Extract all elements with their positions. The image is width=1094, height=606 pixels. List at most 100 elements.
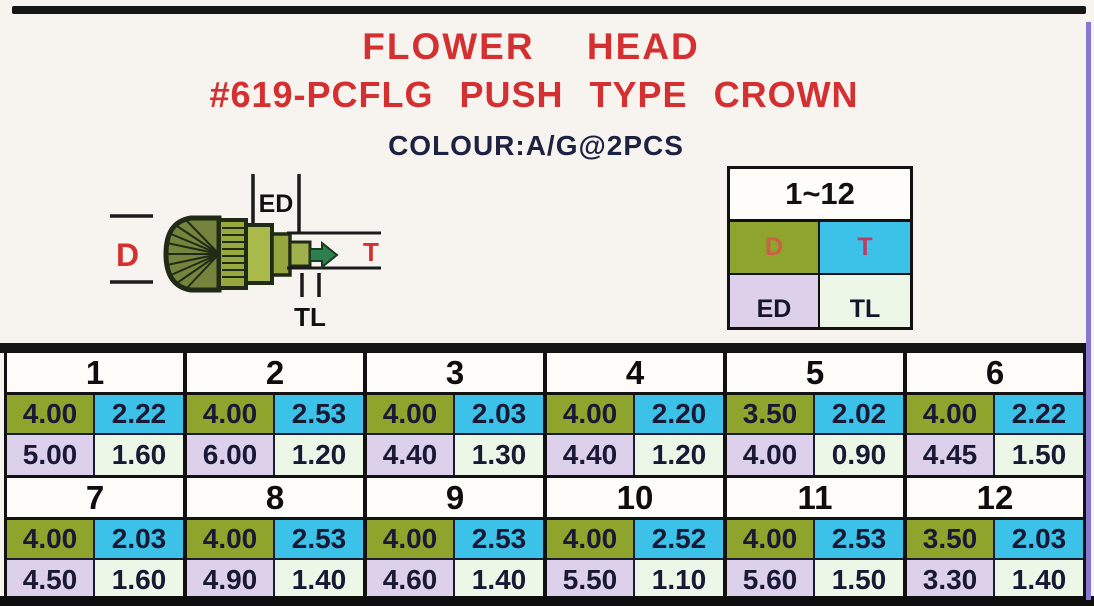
value-t-10: 2.52 xyxy=(635,520,723,560)
value-ed-3: 4.40 xyxy=(367,435,455,475)
size-values: 4.00 2.22 4.45 1.50 xyxy=(907,395,1083,475)
legend-cell-ed: ED xyxy=(730,274,820,327)
value-tl-3: 1.30 xyxy=(455,435,543,475)
value-d-4: 4.00 xyxy=(547,395,635,435)
size-group-8: 8 4.00 2.53 4.90 1.40 xyxy=(187,478,367,600)
tl-dimension-lines xyxy=(300,273,321,297)
table-band: 1 4.00 2.22 5.00 1.60 2 4.00 2.53 6.00 1.20 3 4.00 2… xyxy=(4,353,1087,475)
colour-note: COLOUR:A/G@2PCS xyxy=(388,130,684,161)
value-ed-6: 4.45 xyxy=(907,435,995,475)
value-d-9: 4.00 xyxy=(367,520,455,560)
size-number-2: 2 xyxy=(187,353,363,395)
value-tl-11: 1.50 xyxy=(815,560,903,600)
separator-rule xyxy=(0,343,1088,353)
size-group-7: 7 4.00 2.03 4.50 1.60 xyxy=(7,478,187,600)
size-number-3: 3 xyxy=(367,353,543,395)
size-number-5: 5 xyxy=(727,353,903,395)
value-t-8: 2.53 xyxy=(275,520,363,560)
dimension-label-t: T xyxy=(363,237,379,267)
value-t-1: 2.22 xyxy=(95,395,183,435)
legend-grid: D T ED TL xyxy=(730,222,910,327)
crown-tube xyxy=(288,240,312,268)
legend-cell-d: D xyxy=(730,222,820,275)
legend-cell-t: T xyxy=(820,222,910,275)
value-tl-6: 1.50 xyxy=(995,435,1083,475)
legend-cell-tl: TL xyxy=(820,274,910,327)
value-tl-8: 1.40 xyxy=(275,560,363,600)
value-t-9: 2.53 xyxy=(455,520,543,560)
value-d-2: 4.00 xyxy=(187,395,275,435)
ed-dimension-lines xyxy=(251,174,301,234)
size-values: 4.00 2.52 5.50 1.10 xyxy=(547,520,723,600)
size-values: 4.00 2.03 4.40 1.30 xyxy=(367,395,543,475)
size-number-8: 8 xyxy=(187,478,363,520)
legend-box: 1~12 D T ED TL xyxy=(727,166,913,330)
size-values: 4.00 2.22 5.00 1.60 xyxy=(7,395,183,475)
value-t-11: 2.53 xyxy=(815,520,903,560)
value-tl-9: 1.40 xyxy=(455,560,543,600)
value-ed-10: 5.50 xyxy=(547,560,635,600)
value-ed-8: 4.90 xyxy=(187,560,275,600)
size-values: 4.00 2.53 4.90 1.40 xyxy=(187,520,363,600)
size-number-9: 9 xyxy=(367,478,543,520)
size-group-6: 6 4.00 2.22 4.45 1.50 xyxy=(907,353,1087,475)
page-title: FLOWER HEAD xyxy=(362,26,700,67)
value-t-2: 2.53 xyxy=(275,395,363,435)
value-tl-10: 1.10 xyxy=(635,560,723,600)
crown-body xyxy=(244,223,274,285)
size-number-10: 10 xyxy=(547,478,723,520)
model-title: #619-PCFLG PUSH TYPE CROWN xyxy=(209,74,859,115)
sheet-edge-line xyxy=(1086,22,1091,600)
value-ed-11: 5.60 xyxy=(727,560,815,600)
size-number-11: 11 xyxy=(727,478,903,520)
size-group-1: 1 4.00 2.22 5.00 1.60 xyxy=(7,353,187,475)
value-ed-5: 4.00 xyxy=(727,435,815,475)
value-tl-2: 1.20 xyxy=(275,435,363,475)
size-values: 4.00 2.20 4.40 1.20 xyxy=(547,395,723,475)
value-ed-1: 5.00 xyxy=(7,435,95,475)
size-group-11: 11 4.00 2.53 5.60 1.50 xyxy=(727,478,907,600)
top-rule xyxy=(12,6,1086,14)
crown-diagram: D ED xyxy=(110,174,381,332)
size-group-10: 10 4.00 2.52 5.50 1.10 xyxy=(547,478,727,600)
size-number-12: 12 xyxy=(907,478,1083,520)
size-values: 4.00 2.53 4.60 1.40 xyxy=(367,520,543,600)
size-number-1: 1 xyxy=(7,353,183,395)
value-ed-9: 4.60 xyxy=(367,560,455,600)
value-tl-1: 1.60 xyxy=(95,435,183,475)
value-ed-7: 4.50 xyxy=(7,560,95,600)
value-tl-12: 1.40 xyxy=(995,560,1083,600)
value-t-3: 2.03 xyxy=(455,395,543,435)
value-t-12: 2.03 xyxy=(995,520,1083,560)
d-dimension-lines xyxy=(110,214,153,284)
value-t-6: 2.22 xyxy=(995,395,1083,435)
value-d-10: 4.00 xyxy=(547,520,635,560)
size-values: 4.00 2.53 6.00 1.20 xyxy=(187,395,363,475)
size-number-4: 4 xyxy=(547,353,723,395)
dimension-label-tl: TL xyxy=(294,302,326,332)
crown-flutes xyxy=(166,219,220,290)
size-number-7: 7 xyxy=(7,478,183,520)
value-d-6: 4.00 xyxy=(907,395,995,435)
value-tl-4: 1.20 xyxy=(635,435,723,475)
value-t-4: 2.20 xyxy=(635,395,723,435)
bottom-rule xyxy=(0,596,1094,606)
value-d-3: 4.00 xyxy=(367,395,455,435)
value-t-5: 2.02 xyxy=(815,395,903,435)
value-d-7: 4.00 xyxy=(7,520,95,560)
dimension-label-ed: ED xyxy=(259,190,294,218)
dimension-label-d: D xyxy=(116,237,139,273)
size-values: 3.50 2.03 3.30 1.40 xyxy=(907,520,1083,600)
value-t-7: 2.03 xyxy=(95,520,183,560)
push-arrow-icon xyxy=(309,240,339,270)
size-group-4: 4 4.00 2.20 4.40 1.20 xyxy=(547,353,727,475)
size-values: 3.50 2.02 4.00 0.90 xyxy=(727,395,903,475)
value-ed-4: 4.40 xyxy=(547,435,635,475)
value-d-11: 4.00 xyxy=(727,520,815,560)
size-group-2: 2 4.00 2.53 6.00 1.20 xyxy=(187,353,367,475)
size-number-6: 6 xyxy=(907,353,1083,395)
value-d-5: 3.50 xyxy=(727,395,815,435)
value-tl-5: 0.90 xyxy=(815,435,903,475)
size-group-9: 9 4.00 2.53 4.60 1.40 xyxy=(367,478,547,600)
